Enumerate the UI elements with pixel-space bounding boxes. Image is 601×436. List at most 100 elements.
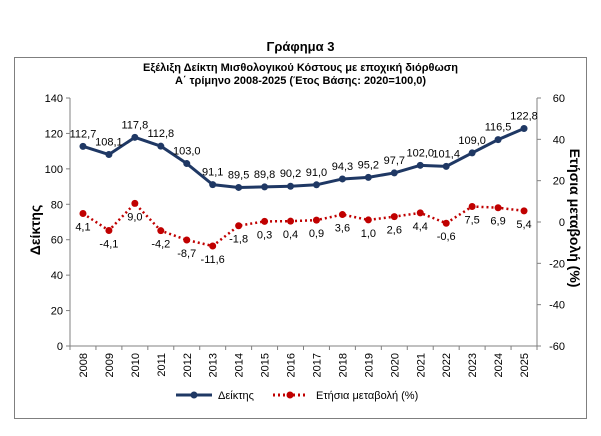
legend-marker-index xyxy=(190,391,198,399)
index-point xyxy=(416,161,424,169)
change-point xyxy=(287,217,295,225)
change-point xyxy=(79,210,87,218)
left-tick-label: 140 xyxy=(45,93,63,105)
change-data-label: 0,3 xyxy=(257,229,272,241)
change-data-label: -4,1 xyxy=(99,238,118,250)
change-line xyxy=(82,201,525,248)
change-point xyxy=(390,213,398,221)
change-point xyxy=(442,219,450,227)
change-point xyxy=(520,207,528,215)
index-point xyxy=(520,124,528,132)
index-data-label: 101,4 xyxy=(432,148,460,160)
change-point xyxy=(235,222,243,230)
change-data-label: -0,6 xyxy=(437,231,456,243)
index-data-label: 91,1 xyxy=(202,167,223,179)
change-point xyxy=(261,217,269,225)
index-data-label: 116,5 xyxy=(485,122,512,134)
change-data-label: 6,9 xyxy=(490,216,505,228)
x-tick-label: 2013 xyxy=(208,353,220,377)
left-tick-label: 120 xyxy=(45,128,63,140)
change-point xyxy=(338,211,346,219)
index-point xyxy=(105,151,113,159)
index-point xyxy=(287,182,295,190)
x-tick-label: 2011 xyxy=(156,353,168,377)
index-data-label: 109,0 xyxy=(458,135,486,147)
change-data-label: 4,4 xyxy=(413,221,428,233)
x-tick-label: 2010 xyxy=(130,353,142,377)
index-point xyxy=(468,149,476,157)
figure-heading: Γράφημα 3 xyxy=(266,39,335,54)
x-tick-label: 2014 xyxy=(234,353,246,377)
right-axis-ticks: -60 -40 -20 0 20 40 60 xyxy=(537,93,565,353)
change-data-label: -11,6 xyxy=(201,254,225,266)
x-tick-label: 2023 xyxy=(467,353,479,377)
index-point xyxy=(261,183,269,191)
change-point xyxy=(364,216,372,224)
index-data-label: 95,2 xyxy=(358,159,379,171)
change-point xyxy=(131,199,139,207)
legend: Δείκτης Ετήσια μεταβολή (%) xyxy=(176,390,418,402)
change-data-label: 0,4 xyxy=(283,229,298,241)
index-line xyxy=(82,127,525,189)
index-data-label: 94,3 xyxy=(332,161,353,173)
x-tick-label: 2008 xyxy=(78,353,90,377)
index-point xyxy=(338,175,346,183)
legend-label-index: Δείκτης xyxy=(218,390,254,402)
left-tick-label: 40 xyxy=(51,270,63,282)
index-data-label: 112,8 xyxy=(147,128,174,140)
left-axis-label: Δείκτης xyxy=(27,205,43,255)
change-point xyxy=(312,216,320,224)
chart-frame xyxy=(14,57,587,419)
index-data-label: 91,0 xyxy=(306,167,327,179)
left-tick-label: 0 xyxy=(57,341,63,353)
index-data-label: 122,8 xyxy=(510,110,538,122)
right-tick-label: 20 xyxy=(553,176,565,188)
change-point xyxy=(494,204,502,212)
x-tick-label: 2018 xyxy=(337,353,349,377)
index-data-label: 112,7 xyxy=(70,128,97,140)
x-tick-label: 2012 xyxy=(182,353,194,377)
index-data-label: 103,0 xyxy=(173,146,201,158)
x-tick-label: 2024 xyxy=(493,353,505,377)
index-data-label: 108,1 xyxy=(95,137,123,149)
index-point xyxy=(209,181,217,189)
x-tick-label: 2022 xyxy=(441,353,453,377)
index-data-label: 90,2 xyxy=(280,168,301,180)
change-data-label: 3,6 xyxy=(335,223,350,235)
change-data-label: 0,9 xyxy=(309,228,324,240)
change-point xyxy=(183,236,191,244)
right-tick-label: -40 xyxy=(549,300,565,312)
change-data-label: 1,0 xyxy=(361,228,376,240)
right-tick-label: -60 xyxy=(549,341,565,353)
left-tick-label: 100 xyxy=(45,164,63,176)
change-data-label: 2,6 xyxy=(387,225,402,237)
series-annual-change: 4,1 -4,1 9,0 -4,2 -8,7 -11,6 -1,8 0,3 0,4 0,9 3,6 1… xyxy=(75,199,532,266)
right-tick-label: -20 xyxy=(549,258,565,270)
index-point xyxy=(390,169,398,177)
x-tick-label: 2009 xyxy=(104,353,116,377)
right-tick-label: 40 xyxy=(553,134,565,146)
chart-subtitle: Α΄ τρίμηνο 2008-2025 (Έτος Βάσης: 2020=1… xyxy=(174,75,427,87)
x-tick-label: 2015 xyxy=(260,353,272,377)
change-data-label: 4,1 xyxy=(75,222,90,234)
index-data-label: 89,8 xyxy=(254,169,275,181)
legend-marker-change xyxy=(286,391,294,399)
x-tick-label: 2019 xyxy=(363,353,375,377)
index-data-label: 102,0 xyxy=(406,147,434,159)
x-tick-label: 2020 xyxy=(389,353,401,377)
index-point xyxy=(235,183,243,191)
index-point xyxy=(442,162,450,170)
right-tick-label: 60 xyxy=(553,93,565,105)
change-data-label: -4,2 xyxy=(151,239,170,251)
x-tick-label: 2025 xyxy=(519,353,531,377)
change-data-label: 7,5 xyxy=(464,215,479,227)
change-point xyxy=(416,209,424,217)
index-point xyxy=(494,136,502,144)
index-point xyxy=(312,181,320,189)
chart-title: Εξέλιξη Δείκτη Μισθολογικού Κόστους με ε… xyxy=(142,62,458,74)
index-data-label: 89,5 xyxy=(228,169,249,181)
change-point xyxy=(468,203,476,210)
index-point xyxy=(364,173,372,181)
